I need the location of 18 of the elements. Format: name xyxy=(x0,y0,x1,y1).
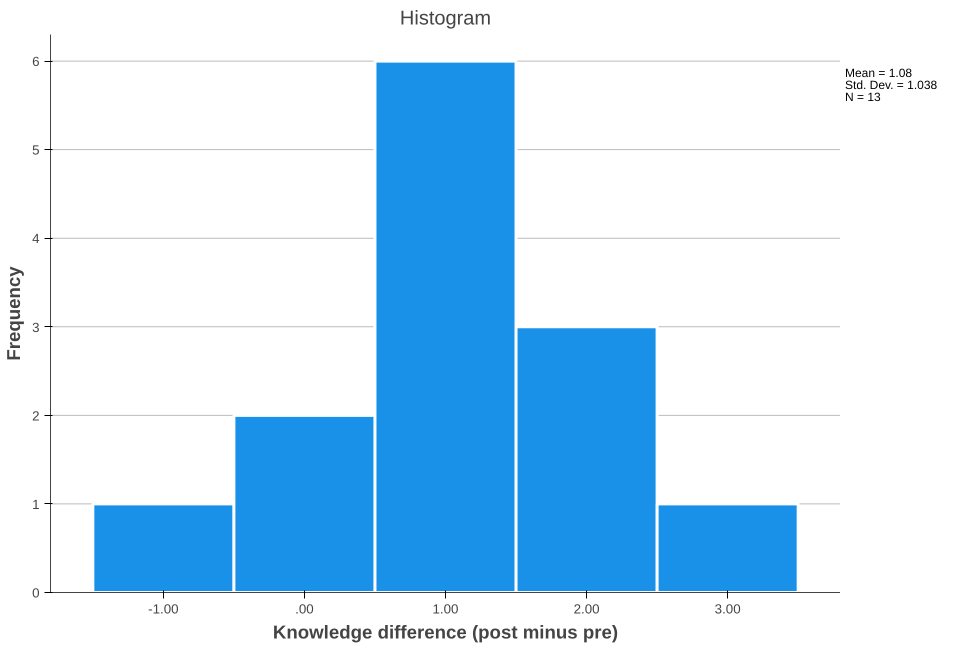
y-tick-label: 4 xyxy=(32,231,40,246)
y-tick-label: 3 xyxy=(32,320,40,335)
y-tick-label: 0 xyxy=(32,586,40,600)
y-tick-label: 1 xyxy=(32,496,40,512)
x-axis-title: Knowledge difference (post minus pre) xyxy=(272,622,618,642)
y-tick-label: 5 xyxy=(32,142,40,158)
y-tick-label: 2 xyxy=(32,408,40,424)
y-axis-title: Frequency xyxy=(3,266,24,361)
text: Std. Dev. = 1.038 xyxy=(845,78,938,92)
x-tick-label: -1.00 xyxy=(148,602,179,616)
text: Mean = 1.08 xyxy=(845,66,912,80)
x-tick-label: 2.00 xyxy=(574,602,600,616)
x-tick-label: .00 xyxy=(295,602,314,616)
y-tick-label: 6 xyxy=(32,54,40,70)
x-tick-label: 1.00 xyxy=(432,602,458,616)
text: N = 13 xyxy=(845,90,881,104)
x-tick-label: 3.00 xyxy=(714,602,741,616)
chart-title: Histogram xyxy=(400,8,492,30)
